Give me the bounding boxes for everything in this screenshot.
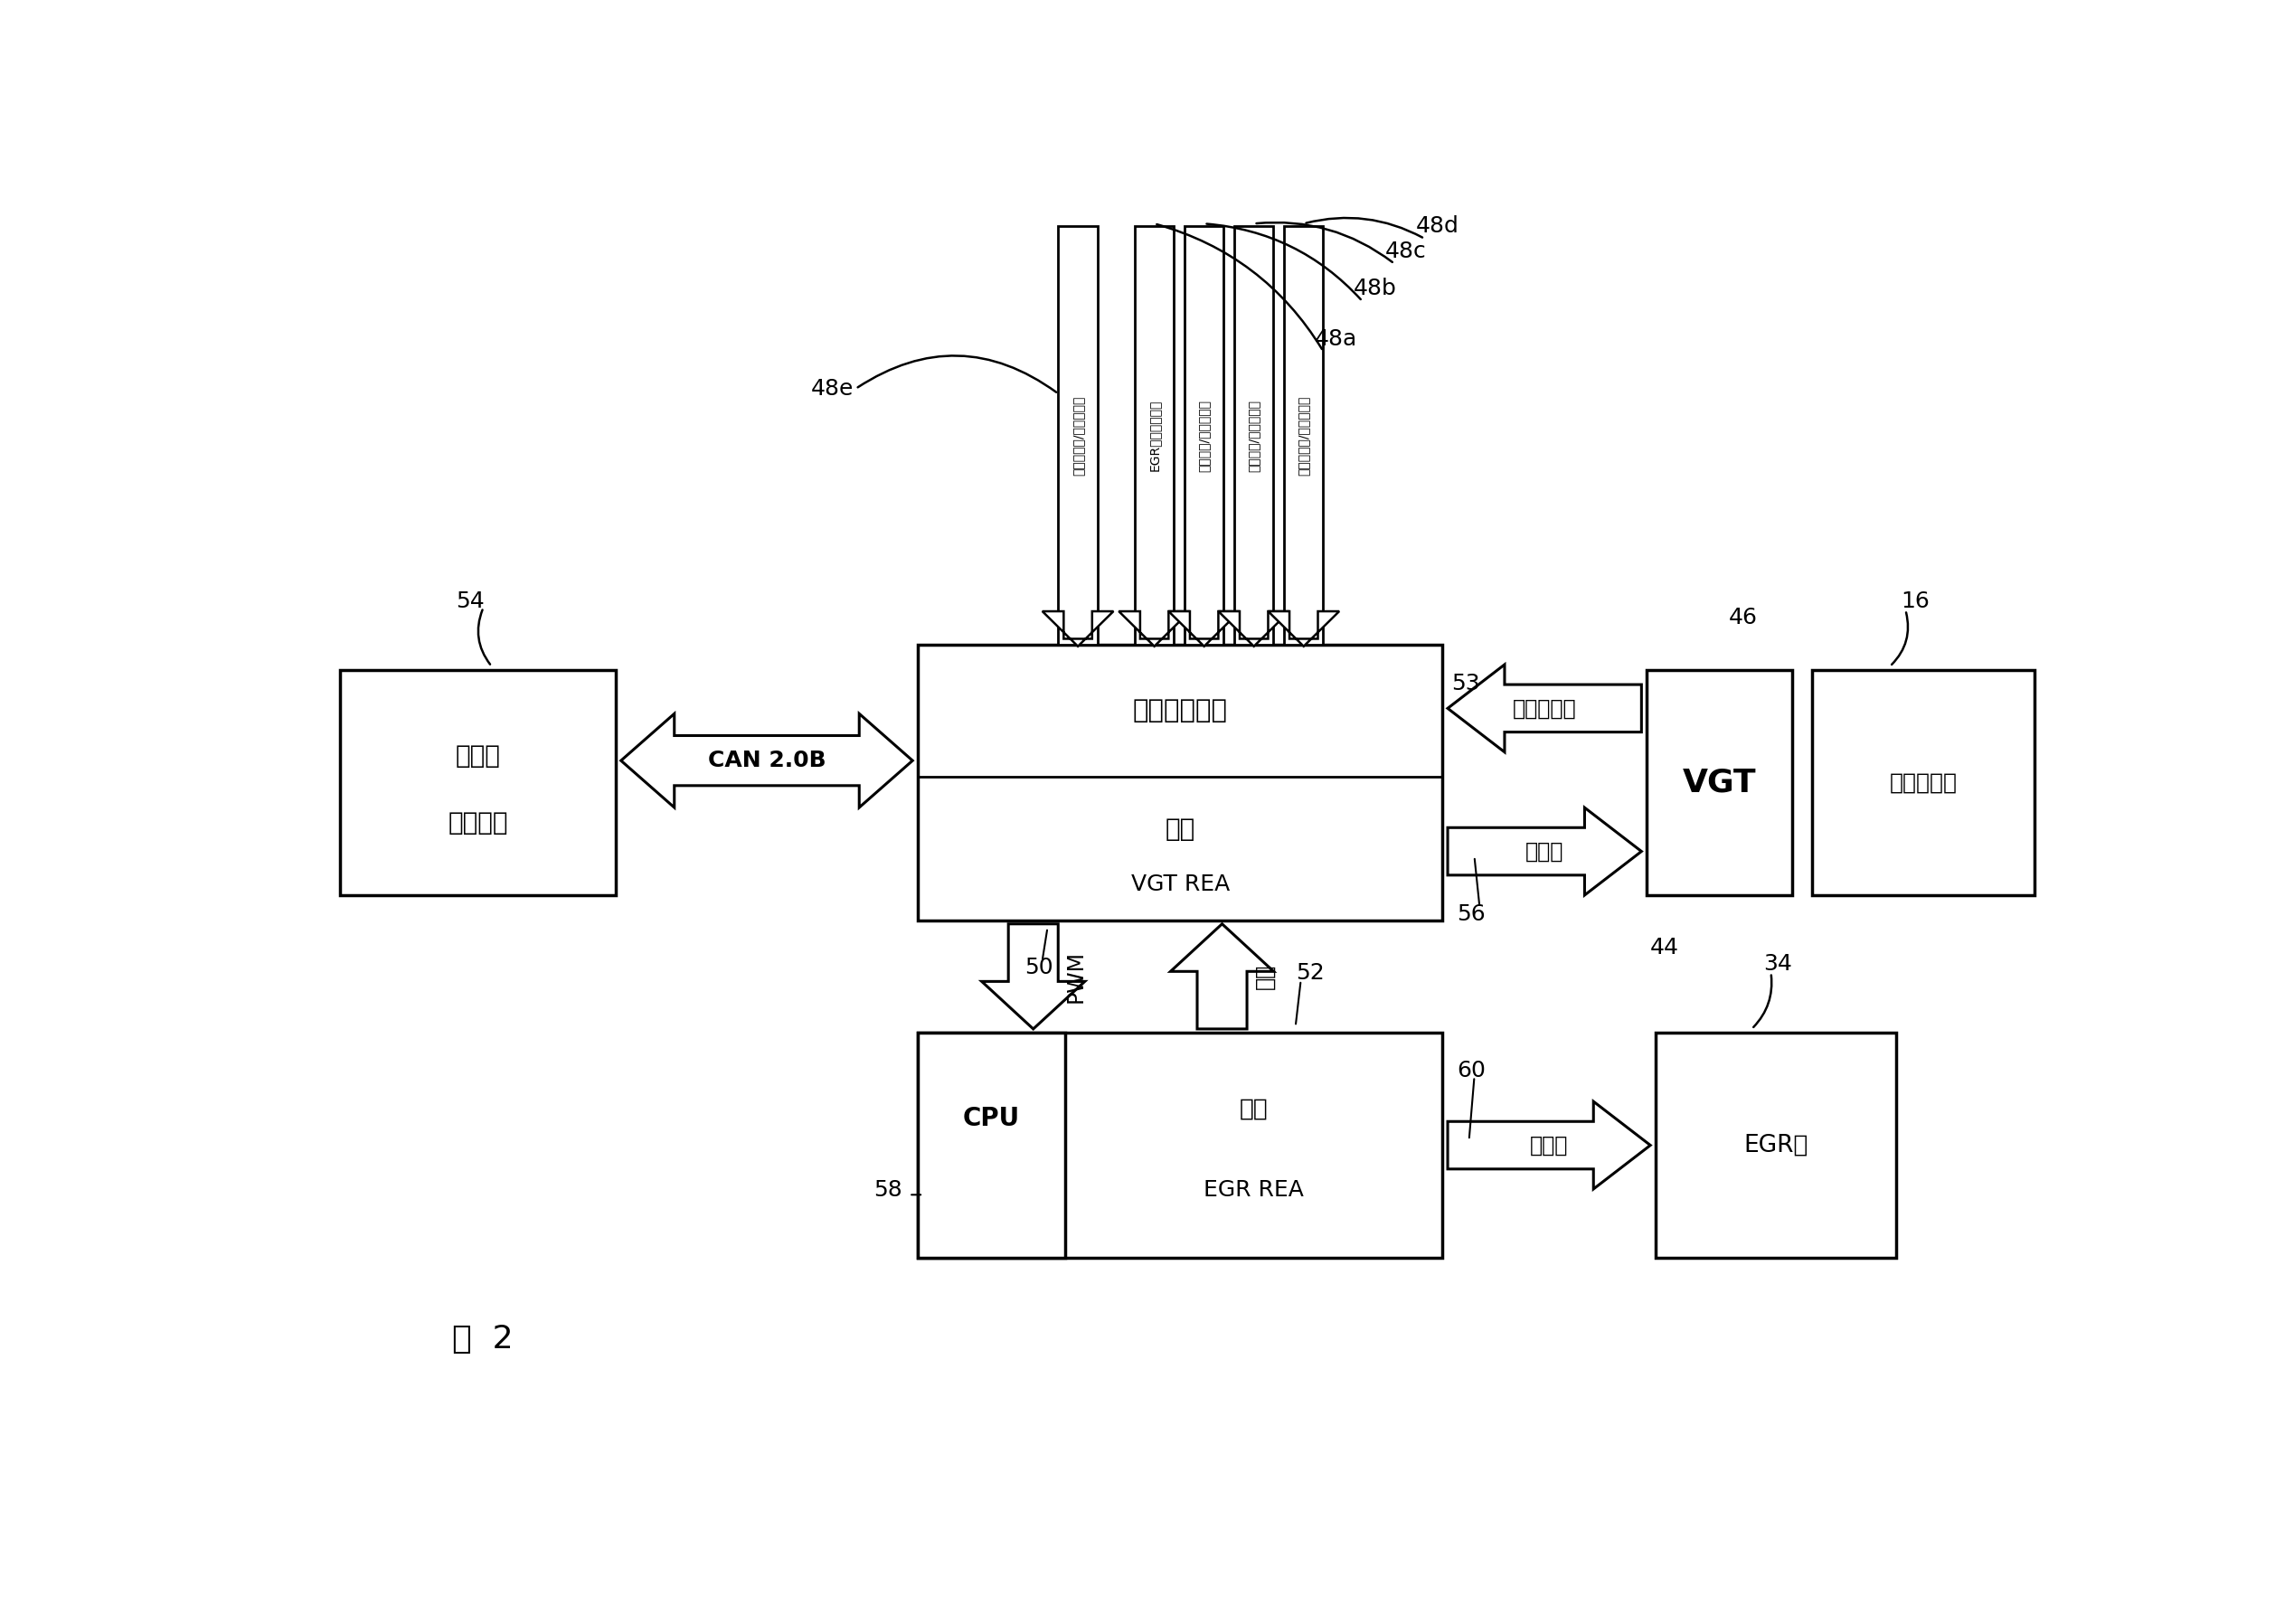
Polygon shape — [1041, 611, 1113, 646]
Text: 控制单元: 控制单元 — [447, 810, 507, 836]
Bar — [918, 645, 1443, 921]
Text: EGR阀: EGR阀 — [1743, 1134, 1808, 1156]
Polygon shape — [1448, 664, 1643, 752]
Bar — [1656, 1033, 1895, 1257]
Bar — [1647, 671, 1792, 895]
Text: 图  2: 图 2 — [452, 1324, 514, 1354]
Polygon shape — [1168, 611, 1239, 646]
Text: 进气压力/温度传感器: 进气压力/温度传感器 — [1248, 400, 1259, 471]
Text: 50: 50 — [1025, 957, 1053, 979]
Bar — [918, 1033, 1443, 1257]
Bar — [1058, 226, 1097, 645]
Bar — [1184, 226, 1223, 645]
Text: 46: 46 — [1730, 607, 1757, 628]
Text: 53: 53 — [1452, 672, 1480, 695]
Polygon shape — [1448, 1101, 1649, 1189]
Polygon shape — [1448, 807, 1643, 895]
Polygon shape — [982, 924, 1085, 1030]
Bar — [1812, 671, 2035, 895]
Text: CAN 2.0B: CAN 2.0B — [709, 750, 826, 771]
Bar — [1285, 226, 1324, 645]
Text: VGT REA: VGT REA — [1131, 874, 1230, 895]
Polygon shape — [622, 713, 913, 807]
Text: 58: 58 — [874, 1179, 902, 1202]
Text: 发动机: 发动机 — [454, 742, 500, 768]
Text: 速度传感器: 速度传感器 — [1512, 697, 1576, 719]
Text: VGT: VGT — [1684, 767, 1757, 797]
Text: 48a: 48a — [1314, 328, 1358, 349]
Text: 从动: 从动 — [1239, 1098, 1269, 1121]
Text: 涡轮增压器: 涡轮增压器 — [1890, 771, 1957, 794]
Bar — [1136, 226, 1175, 645]
Bar — [1234, 226, 1273, 645]
Text: 52: 52 — [1296, 961, 1324, 984]
Text: 34: 34 — [1764, 953, 1792, 974]
Text: 进气压力/温度传感器: 进气压力/温度传感器 — [1197, 400, 1211, 471]
Text: 位置: 位置 — [1255, 963, 1275, 989]
Polygon shape — [1119, 611, 1191, 646]
Text: EGR REA: EGR REA — [1204, 1179, 1303, 1202]
Text: 微处理控制器: 微处理控制器 — [1133, 698, 1227, 724]
Bar — [918, 1033, 1064, 1257]
Text: 曲柄臂: 曲柄臂 — [1530, 1135, 1569, 1156]
Polygon shape — [1218, 611, 1289, 646]
Text: 48d: 48d — [1415, 216, 1459, 237]
Text: 44: 44 — [1649, 937, 1679, 958]
Text: 56: 56 — [1457, 903, 1484, 924]
Text: PWM: PWM — [1064, 950, 1087, 1002]
Text: 54: 54 — [457, 591, 484, 612]
Text: 48b: 48b — [1353, 278, 1397, 299]
Text: EGR三通道传感器: EGR三通道传感器 — [1147, 400, 1161, 471]
Polygon shape — [1269, 611, 1340, 646]
Text: 压差传感器/温度传感器: 压差传感器/温度传感器 — [1071, 396, 1085, 476]
Text: 曲柄臂: 曲柄臂 — [1526, 841, 1565, 862]
Text: 60: 60 — [1457, 1059, 1487, 1082]
Text: 16: 16 — [1902, 591, 1929, 612]
Text: 48c: 48c — [1386, 240, 1427, 261]
Text: 48e: 48e — [812, 378, 853, 400]
Bar — [340, 671, 615, 895]
Text: 主动: 主动 — [1165, 817, 1195, 841]
Text: 压差传感器/温度传感器: 压差传感器/温度传感器 — [1298, 396, 1310, 476]
Text: CPU: CPU — [963, 1106, 1021, 1130]
Polygon shape — [1170, 924, 1273, 1030]
